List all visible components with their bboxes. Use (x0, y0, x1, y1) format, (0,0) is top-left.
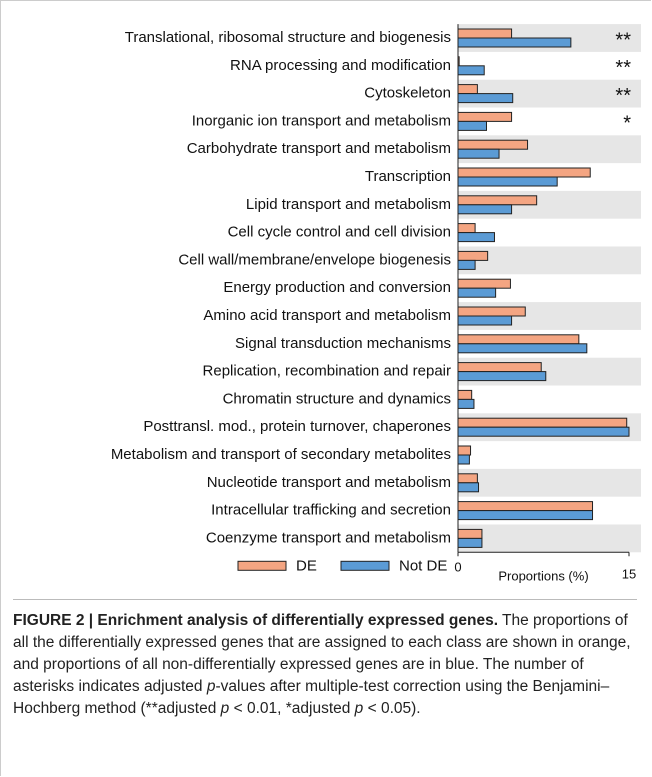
bar (457, 473, 478, 484)
bar (457, 343, 588, 354)
caption-body: The proportions of all the differentiall… (13, 612, 631, 717)
bar (457, 445, 472, 456)
bar (457, 232, 495, 243)
x-tick-label: 15 (622, 567, 636, 582)
category-label: Replication, recombination and repair (203, 363, 451, 380)
caption-text: < 0.01, *adjusted (229, 700, 355, 717)
bar (457, 315, 513, 326)
bar (457, 195, 538, 206)
bar (457, 223, 476, 234)
category-label: Amino acid transport and metabolism (203, 307, 451, 324)
category-label: Signal transduction mechanisms (235, 335, 451, 352)
bar (457, 259, 476, 270)
caption-text: -values after multiple-test correction u… (13, 678, 610, 717)
bar (457, 139, 529, 150)
caption: FIGURE 2 | Enrichment analysis of differ… (13, 599, 637, 720)
bar (457, 528, 483, 539)
significance: ** (615, 57, 631, 79)
caption-title: FIGURE 2 | Enrichment analysis of differ… (13, 612, 498, 629)
legend-swatch (340, 560, 390, 571)
category-label: Cytoskeleton (364, 85, 451, 102)
bar (457, 537, 483, 548)
category-label: Lipid transport and metabolism (246, 196, 451, 213)
bar (457, 510, 594, 521)
bar (457, 426, 630, 437)
category-label: Coenzyme transport and metabolism (206, 529, 451, 546)
category-label: Nucleotide transport and metabolism (207, 474, 451, 491)
bar (457, 111, 513, 122)
caption-text: < 0.05). (363, 700, 421, 717)
bar (457, 306, 526, 317)
caption-text: The proportions of all the differentiall… (13, 612, 631, 695)
row-band (458, 246, 641, 275)
category-label: Chromatin structure and dynamics (223, 390, 451, 407)
category-label: Translational, ribosomal structure and b… (125, 29, 451, 46)
bar (457, 362, 542, 373)
bar (457, 93, 514, 104)
bar (457, 389, 473, 400)
x-tick-label: 0 (454, 560, 461, 575)
bar (457, 204, 513, 215)
bar (457, 501, 594, 512)
significance: * (623, 113, 631, 135)
bar (457, 371, 547, 382)
category-label: Intracellular trafficking and secretion (211, 502, 451, 519)
x-axis-label: Proportions (%) (498, 569, 588, 584)
bar (457, 120, 487, 131)
row-band (458, 468, 641, 497)
bar (457, 84, 478, 95)
chart: Translational, ribosomal structure and b… (111, 24, 641, 584)
bar (457, 334, 580, 345)
bar (457, 37, 572, 48)
row-band (458, 524, 641, 553)
category-label: RNA processing and modification (230, 57, 451, 74)
bar (457, 250, 489, 261)
legend-label: DE (296, 557, 317, 574)
bar (457, 28, 513, 39)
bar (457, 482, 480, 493)
bar (457, 417, 628, 428)
significance: ** (615, 85, 631, 107)
bar (457, 65, 485, 76)
category-label: Carbohydrate transport and metabolism (187, 140, 451, 157)
category-label: Transcription (365, 168, 451, 185)
category-label: Cell wall/membrane/envelope biogenesis (178, 251, 451, 268)
bar (457, 148, 500, 159)
category-label: Cell cycle control and cell division (228, 224, 451, 241)
legend-label: Not DE (399, 557, 447, 574)
category-label: Metabolism and transport of secondary me… (111, 446, 451, 463)
caption-italic: p (354, 700, 364, 717)
significance: ** (615, 29, 631, 51)
category-label: Posttransl. mod., protein turnover, chap… (143, 418, 451, 435)
legend-swatch (237, 560, 287, 571)
category-label: Energy production and conversion (223, 279, 451, 296)
bar (457, 398, 475, 409)
category-label: Inorganic ion transport and metabolism (192, 112, 451, 129)
bar (457, 287, 497, 298)
bar (457, 167, 591, 178)
caption-italic: p (220, 700, 230, 717)
caption-italic: p (206, 678, 216, 695)
bar (457, 278, 511, 289)
bar (457, 176, 558, 187)
bar (457, 454, 470, 465)
